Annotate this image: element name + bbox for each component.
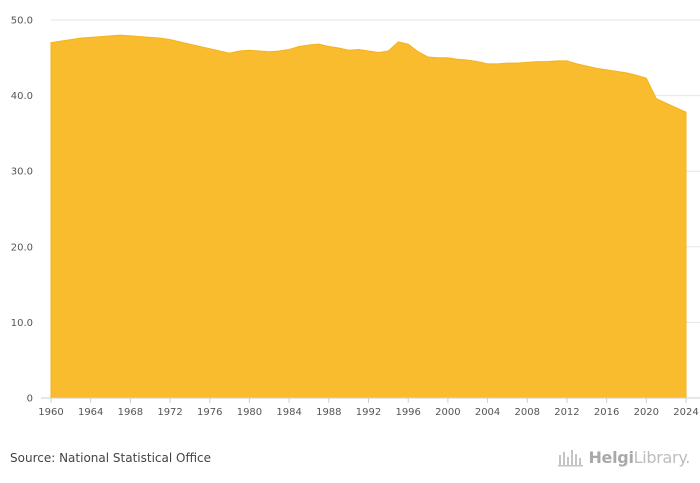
y-tick-label: 0 [27, 394, 33, 405]
x-tick-label: 1996 [395, 407, 420, 418]
source-note: Source: National Statistical Office [10, 451, 212, 465]
y-tick-label: 50.0 [11, 16, 33, 27]
x-tick-label: 1976 [197, 407, 222, 418]
x-tick-label: 1988 [316, 407, 341, 418]
x-tick-label: 2020 [634, 407, 659, 418]
x-tick-label: 2000 [435, 407, 460, 418]
area-series-path [50, 34, 687, 399]
x-tick-label: 1972 [157, 407, 182, 418]
brand-name-light: Library. [633, 448, 691, 467]
y-tick-label: 20.0 [11, 242, 33, 253]
x-tick-label: 1980 [237, 407, 262, 418]
x-tick-label: 1984 [276, 407, 301, 418]
x-tick-label: 1960 [38, 407, 63, 418]
helgi-library-logo: Helgi Library. [558, 448, 690, 467]
x-tick-label: 1964 [78, 407, 103, 418]
area-chart: 0 10.0 20.0 30.0 40.0 50.0 1960 1964 1968 1972 197… [11, 16, 700, 418]
area-series [50, 34, 687, 399]
y-tick-label: 10.0 [11, 318, 33, 329]
brand-name-bold: Helgi [588, 448, 634, 467]
x-tick-label: 2012 [554, 407, 579, 418]
x-tick-label: 2008 [515, 407, 540, 418]
x-tick-label: 2024 [673, 407, 698, 418]
y-tick-label: 40.0 [11, 91, 33, 102]
axes: 0 10.0 20.0 30.0 40.0 50.0 1960 1964 1968 1972 197… [11, 16, 700, 418]
x-tick-label: 1992 [356, 407, 381, 418]
x-tick-label: 2004 [475, 407, 500, 418]
y-tick-label: 30.0 [11, 167, 33, 178]
x-tick-label: 1968 [118, 407, 143, 418]
x-tick-label: 2016 [594, 407, 619, 418]
bar-logo-icon [558, 449, 584, 466]
